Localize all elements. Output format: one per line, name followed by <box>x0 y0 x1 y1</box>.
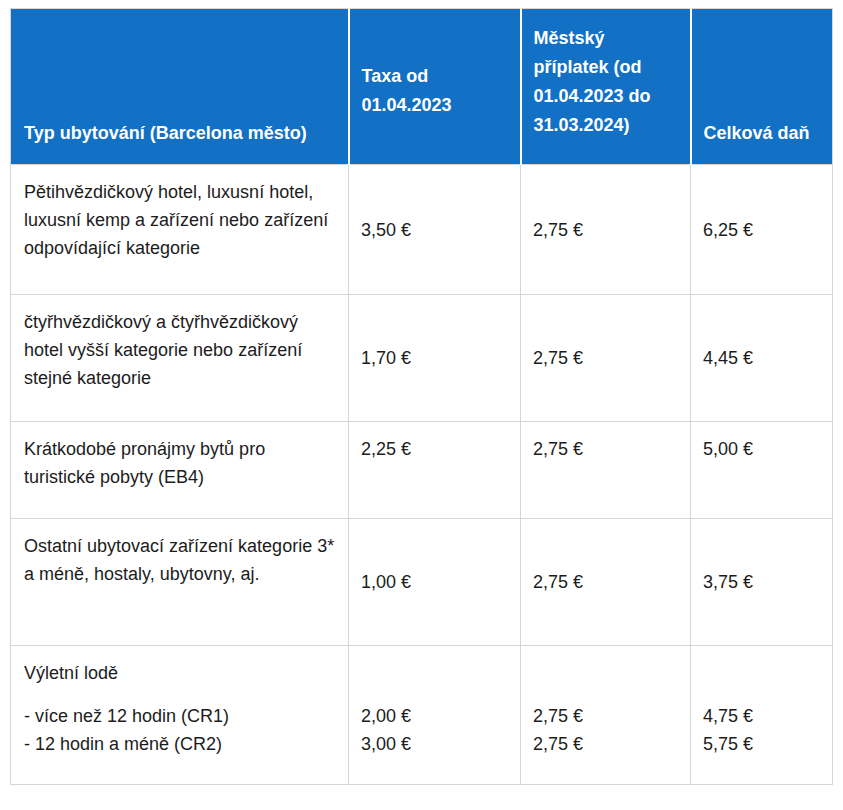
col-header-accommodation-type: Typ ubytování (Barcelona město) <box>11 9 349 165</box>
cell-total-tax: 5,00 € <box>691 422 833 519</box>
table-row-four-star-hotel: čtyřhvězdičkový a čtyřhvězdičkový hotel … <box>11 295 833 422</box>
table-row-short-term-rentals: Krátkodobé pronájmy bytů pro turistické … <box>11 422 833 519</box>
cell-tax-from: 3,50 € <box>349 165 521 295</box>
barcelona-tourist-tax-table: Typ ubytování (Barcelona město) Taxa od … <box>10 8 833 785</box>
cell-city-surcharge: 2,75 € 2,75 € <box>521 646 691 785</box>
cruise-taxa-over-12h: 2,00 € <box>361 702 512 730</box>
cell-tax-from: 1,00 € <box>349 519 521 646</box>
col-header-city-surcharge: Městský příplatek (od 01.04.2023 do 31.0… <box>521 9 691 165</box>
cell-accommodation-type: Pětihvězdičkový hotel, luxusní hotel, lu… <box>11 165 349 295</box>
cruise-total-over-12h: 4,75 € <box>703 702 824 730</box>
cruise-item-over-12h: - více než 12 hodin (CR1) <box>24 702 336 730</box>
cell-accommodation-type: Výletní lodě - více než 12 hodin (CR1) -… <box>11 646 349 785</box>
cruise-item-under-12h: - 12 hodin a méně (CR2) <box>24 730 336 758</box>
cell-accommodation-type: Krátkodobé pronájmy bytů pro turistické … <box>11 422 349 519</box>
col-header-total-tax-label: Celková daň <box>704 119 823 148</box>
cell-accommodation-type: Ostatní ubytovací zařízení kategorie 3* … <box>11 519 349 646</box>
cell-tax-from: 2,00 € 3,00 € <box>349 646 521 785</box>
cruise-total-under-12h: 5,75 € <box>703 730 824 758</box>
cell-city-surcharge: 2,75 € <box>521 519 691 646</box>
col-header-city-surcharge-label: Městský příplatek (od 01.04.2023 do 31.0… <box>534 24 664 140</box>
col-header-accommodation-type-label: Typ ubytování (Barcelona město) <box>24 119 338 148</box>
paragraph-gap <box>24 687 336 702</box>
cruise-title: Výletní lodě <box>24 659 336 687</box>
value-spacer <box>361 659 512 702</box>
cell-city-surcharge: 2,75 € <box>521 165 691 295</box>
cruise-surcharge-under-12h: 2,75 € <box>533 730 682 758</box>
cell-tax-from: 2,25 € <box>349 422 521 519</box>
value-spacer <box>533 659 682 702</box>
value-spacer <box>703 659 824 702</box>
page: Typ ubytování (Barcelona město) Taxa od … <box>0 0 843 785</box>
cruise-taxa-under-12h: 3,00 € <box>361 730 512 758</box>
table-row-cruise-ships: Výletní lodě - více než 12 hodin (CR1) -… <box>11 646 833 785</box>
table-row-other-accommodation: Ostatní ubytovací zařízení kategorie 3* … <box>11 519 833 646</box>
cell-accommodation-type: čtyřhvězdičkový a čtyřhvězdičkový hotel … <box>11 295 349 422</box>
cell-total-tax: 4,45 € <box>691 295 833 422</box>
table-row-five-star-hotel: Pětihvězdičkový hotel, luxusní hotel, lu… <box>11 165 833 295</box>
cruise-surcharge-over-12h: 2,75 € <box>533 702 682 730</box>
cell-total-tax: 6,25 € <box>691 165 833 295</box>
cell-city-surcharge: 2,75 € <box>521 422 691 519</box>
header-row: Typ ubytování (Barcelona město) Taxa od … <box>11 9 833 165</box>
col-header-total-tax: Celková daň <box>691 9 833 165</box>
cell-tax-from: 1,70 € <box>349 295 521 422</box>
cell-city-surcharge: 2,75 € <box>521 295 691 422</box>
col-header-tax-from: Taxa od 01.04.2023 <box>349 9 521 165</box>
cell-total-tax: 3,75 € <box>691 519 833 646</box>
col-header-tax-from-label: Taxa od 01.04.2023 <box>362 62 474 120</box>
cell-total-tax: 4,75 € 5,75 € <box>691 646 833 785</box>
